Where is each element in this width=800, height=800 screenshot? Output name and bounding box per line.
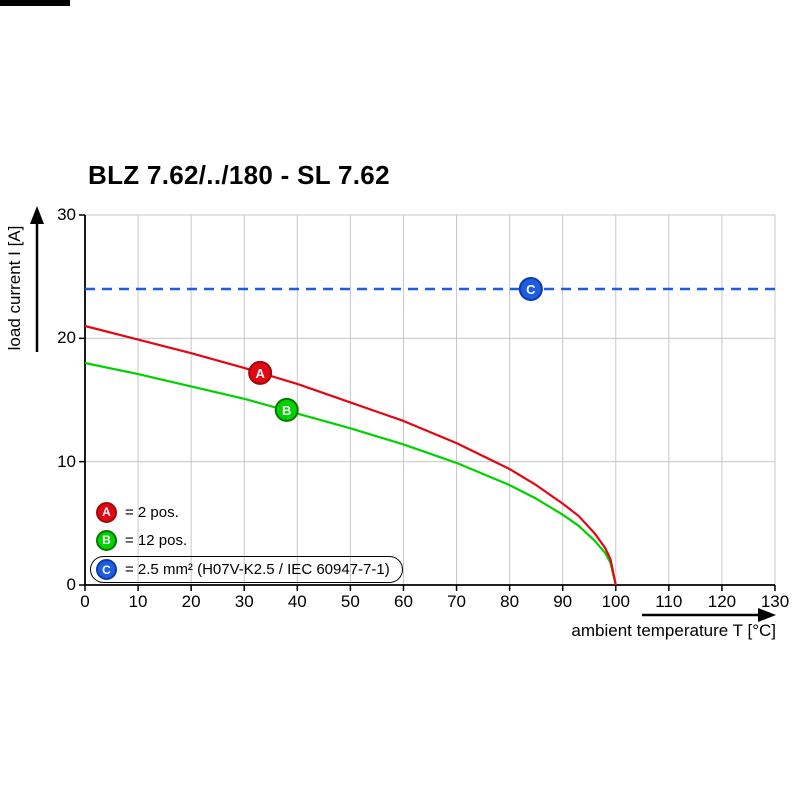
legend-label-c: = 2.5 mm² (H07V-K2.5 / IEC 60947-7-1) [125,561,390,578]
x-axis-arrow-head [758,608,776,622]
series-b-point-marker [274,397,299,422]
series-a-point-marker [248,360,273,385]
series-c-point-marker [518,277,543,301]
y-tick-label: 20 [57,328,76,348]
series-c-legend-marker: C [96,559,117,580]
legend-item-c: C = 2.5 mm² (H07V-K2.5 / IEC 60947-7-1) [90,556,403,583]
page-title: BLZ 7.62/../180 - SL 7.62 [88,160,390,190]
series-c-point-letter: C [526,282,536,297]
x-tick-label: 120 [707,592,737,611]
x-tick-label: 130 [760,592,790,611]
x-tick-label: 60 [393,592,413,611]
x-tick-label: 30 [234,592,254,611]
x-tick-label: 90 [553,592,573,611]
series-b-curve [84,361,617,586]
series-a-legend-marker: A [96,501,117,523]
series-b-point-letter: B [282,403,291,418]
x-tick-label: 0 [80,592,90,611]
x-tick-label: 70 [447,592,466,611]
x-tick-label: 10 [128,592,148,611]
legend: A = 2 pos. B = 12 pos. C = 2.5 mm² (H07V… [90,500,403,583]
legend-label-a: = 2 pos. [125,503,179,521]
y-axis-arrow-head [30,206,44,224]
x-tick-label: 40 [287,592,307,611]
corner-mark [0,0,70,6]
x-tick-label: 110 [655,592,683,611]
x-tick-label: 20 [181,592,201,611]
x-tick-label: 100 [601,592,630,611]
series-b-legend-marker: B [96,529,117,551]
legend-label-b: = 12 pos. [125,531,188,549]
y-axis-label: load current I [A] [5,225,24,351]
x-tick-label: 50 [340,592,360,611]
x-tick-label: 80 [500,592,520,611]
y-tick-label: 10 [57,451,76,471]
y-tick-label: 30 [57,205,76,224]
legend-item-b: B = 12 pos. [96,528,403,552]
y-tick-label: 0 [66,575,76,594]
legend-item-a: A = 2 pos. [96,500,403,524]
x-axis-label: ambient temperature T [°C] [571,621,776,640]
series-a-curve [84,324,617,586]
series-a-point-letter: A [255,366,265,381]
